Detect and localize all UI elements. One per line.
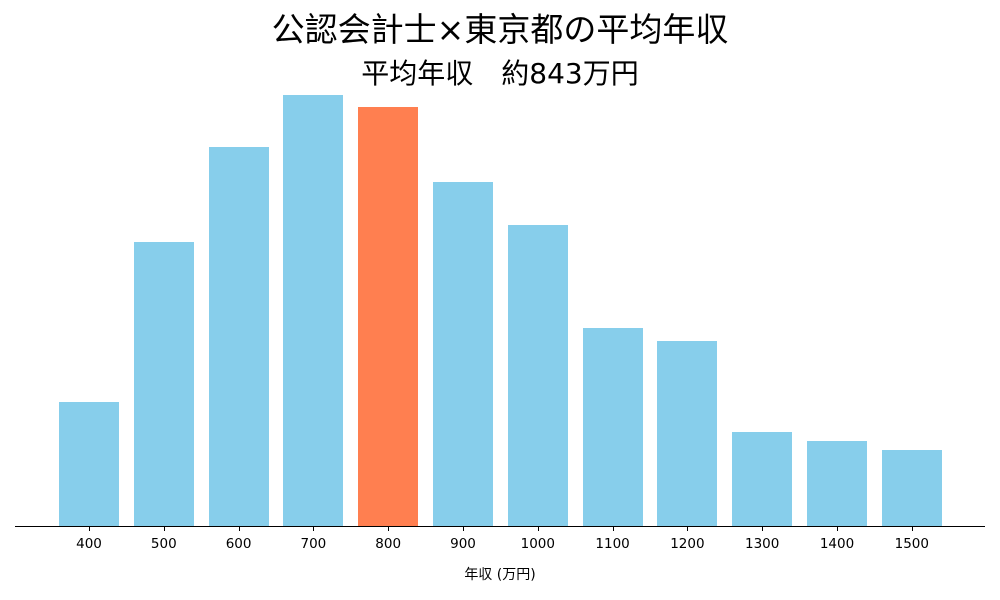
x-tick-label: 900	[450, 536, 476, 552]
chart-title: 公認会計士×東京都の平均年収	[271, 10, 729, 49]
x-tick-label: 600	[225, 536, 252, 552]
x-tick-label: 500	[150, 536, 177, 552]
x-tick-label: 1300	[745, 536, 780, 552]
x-tick-label: 800	[375, 536, 402, 552]
x-tick	[537, 527, 539, 531]
x-tick-label: 1000	[520, 536, 555, 552]
x-tick	[837, 527, 838, 531]
x-tick	[163, 527, 165, 531]
x-tick	[463, 527, 464, 531]
x-tick-label: 1200	[670, 536, 705, 552]
bar-900	[433, 182, 493, 526]
bar-1300	[732, 432, 793, 526]
x-tick-label: 400	[76, 536, 102, 552]
x-tick	[313, 527, 315, 531]
bar-1500	[881, 450, 942, 526]
x-tick	[388, 527, 390, 531]
x-tick	[911, 527, 913, 531]
x-tick-label: 700	[300, 536, 327, 552]
x-tick	[612, 527, 614, 531]
bar-1400	[807, 441, 867, 526]
bar-400	[59, 402, 119, 526]
x-tick	[89, 527, 90, 531]
x-tick-label: 1500	[894, 536, 929, 552]
x-tick	[238, 527, 240, 531]
bar-1200	[657, 341, 718, 526]
bar-600	[208, 147, 269, 526]
bar-700	[283, 95, 344, 526]
bar-1000	[507, 225, 568, 526]
chart-subtitle: 平均年収 約843万円	[361, 57, 639, 90]
x-axis-label: 年収 (万円)	[464, 567, 536, 583]
x-tick	[687, 527, 689, 531]
x-tick-label: 1100	[595, 536, 630, 552]
bar-800	[358, 107, 419, 526]
bar-500	[133, 242, 194, 526]
bar-1100	[582, 328, 643, 526]
x-axis-line	[15, 526, 985, 527]
x-tick-label: 1400	[819, 536, 855, 552]
plot-area	[15, 80, 985, 526]
x-tick	[762, 527, 764, 531]
